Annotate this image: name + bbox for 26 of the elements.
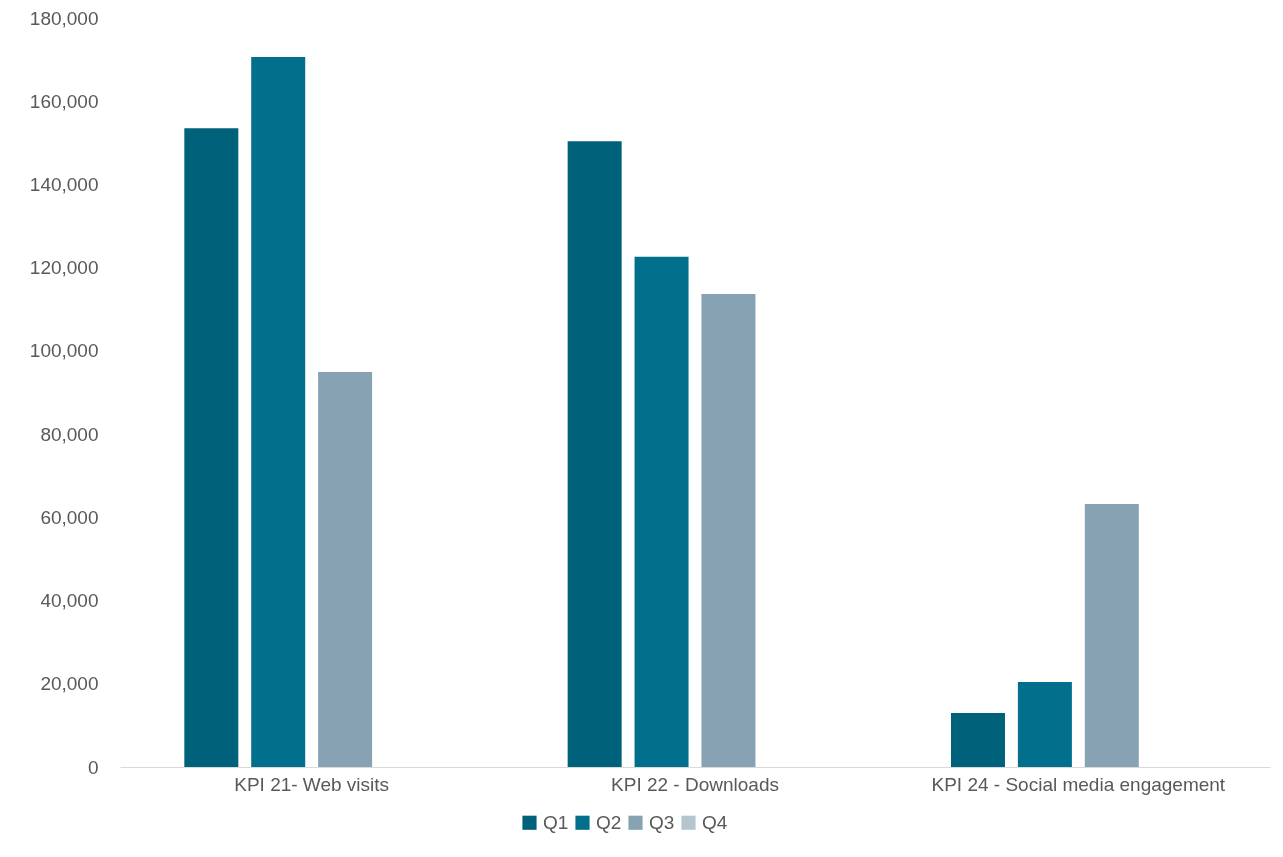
y-tick-label: 100,000	[29, 340, 99, 362]
legend-label: Q2	[596, 811, 622, 833]
y-tick-label: 20,000	[40, 673, 99, 695]
bar	[634, 256, 689, 767]
bar	[1017, 682, 1072, 767]
y-tick-label: 80,000	[40, 423, 99, 445]
y-tick-label: 120,000	[29, 257, 99, 279]
bar	[950, 712, 1005, 767]
y-tick-label: 40,000	[40, 590, 99, 612]
bar	[1084, 504, 1139, 767]
y-tick-label: 0	[87, 756, 99, 778]
bar	[184, 128, 239, 767]
x-tick-label: KPI 22 - Downloads	[611, 773, 779, 795]
legend-label: Q3	[649, 811, 675, 833]
legend-label: Q4	[702, 811, 728, 833]
bar	[251, 57, 306, 767]
y-tick-label: 180,000	[29, 7, 99, 29]
bar	[701, 293, 756, 767]
bar	[567, 141, 622, 767]
y-tick-label: 160,000	[29, 90, 99, 112]
y-tick-label: 140,000	[29, 173, 99, 195]
y-tick-label: 60,000	[40, 506, 99, 528]
x-tick-label: KPI 21- Web visits	[234, 773, 390, 795]
x-tick-label: KPI 24 - Social media engagement	[931, 773, 1226, 795]
legend-label: Q1	[543, 811, 569, 833]
bar	[318, 372, 373, 767]
